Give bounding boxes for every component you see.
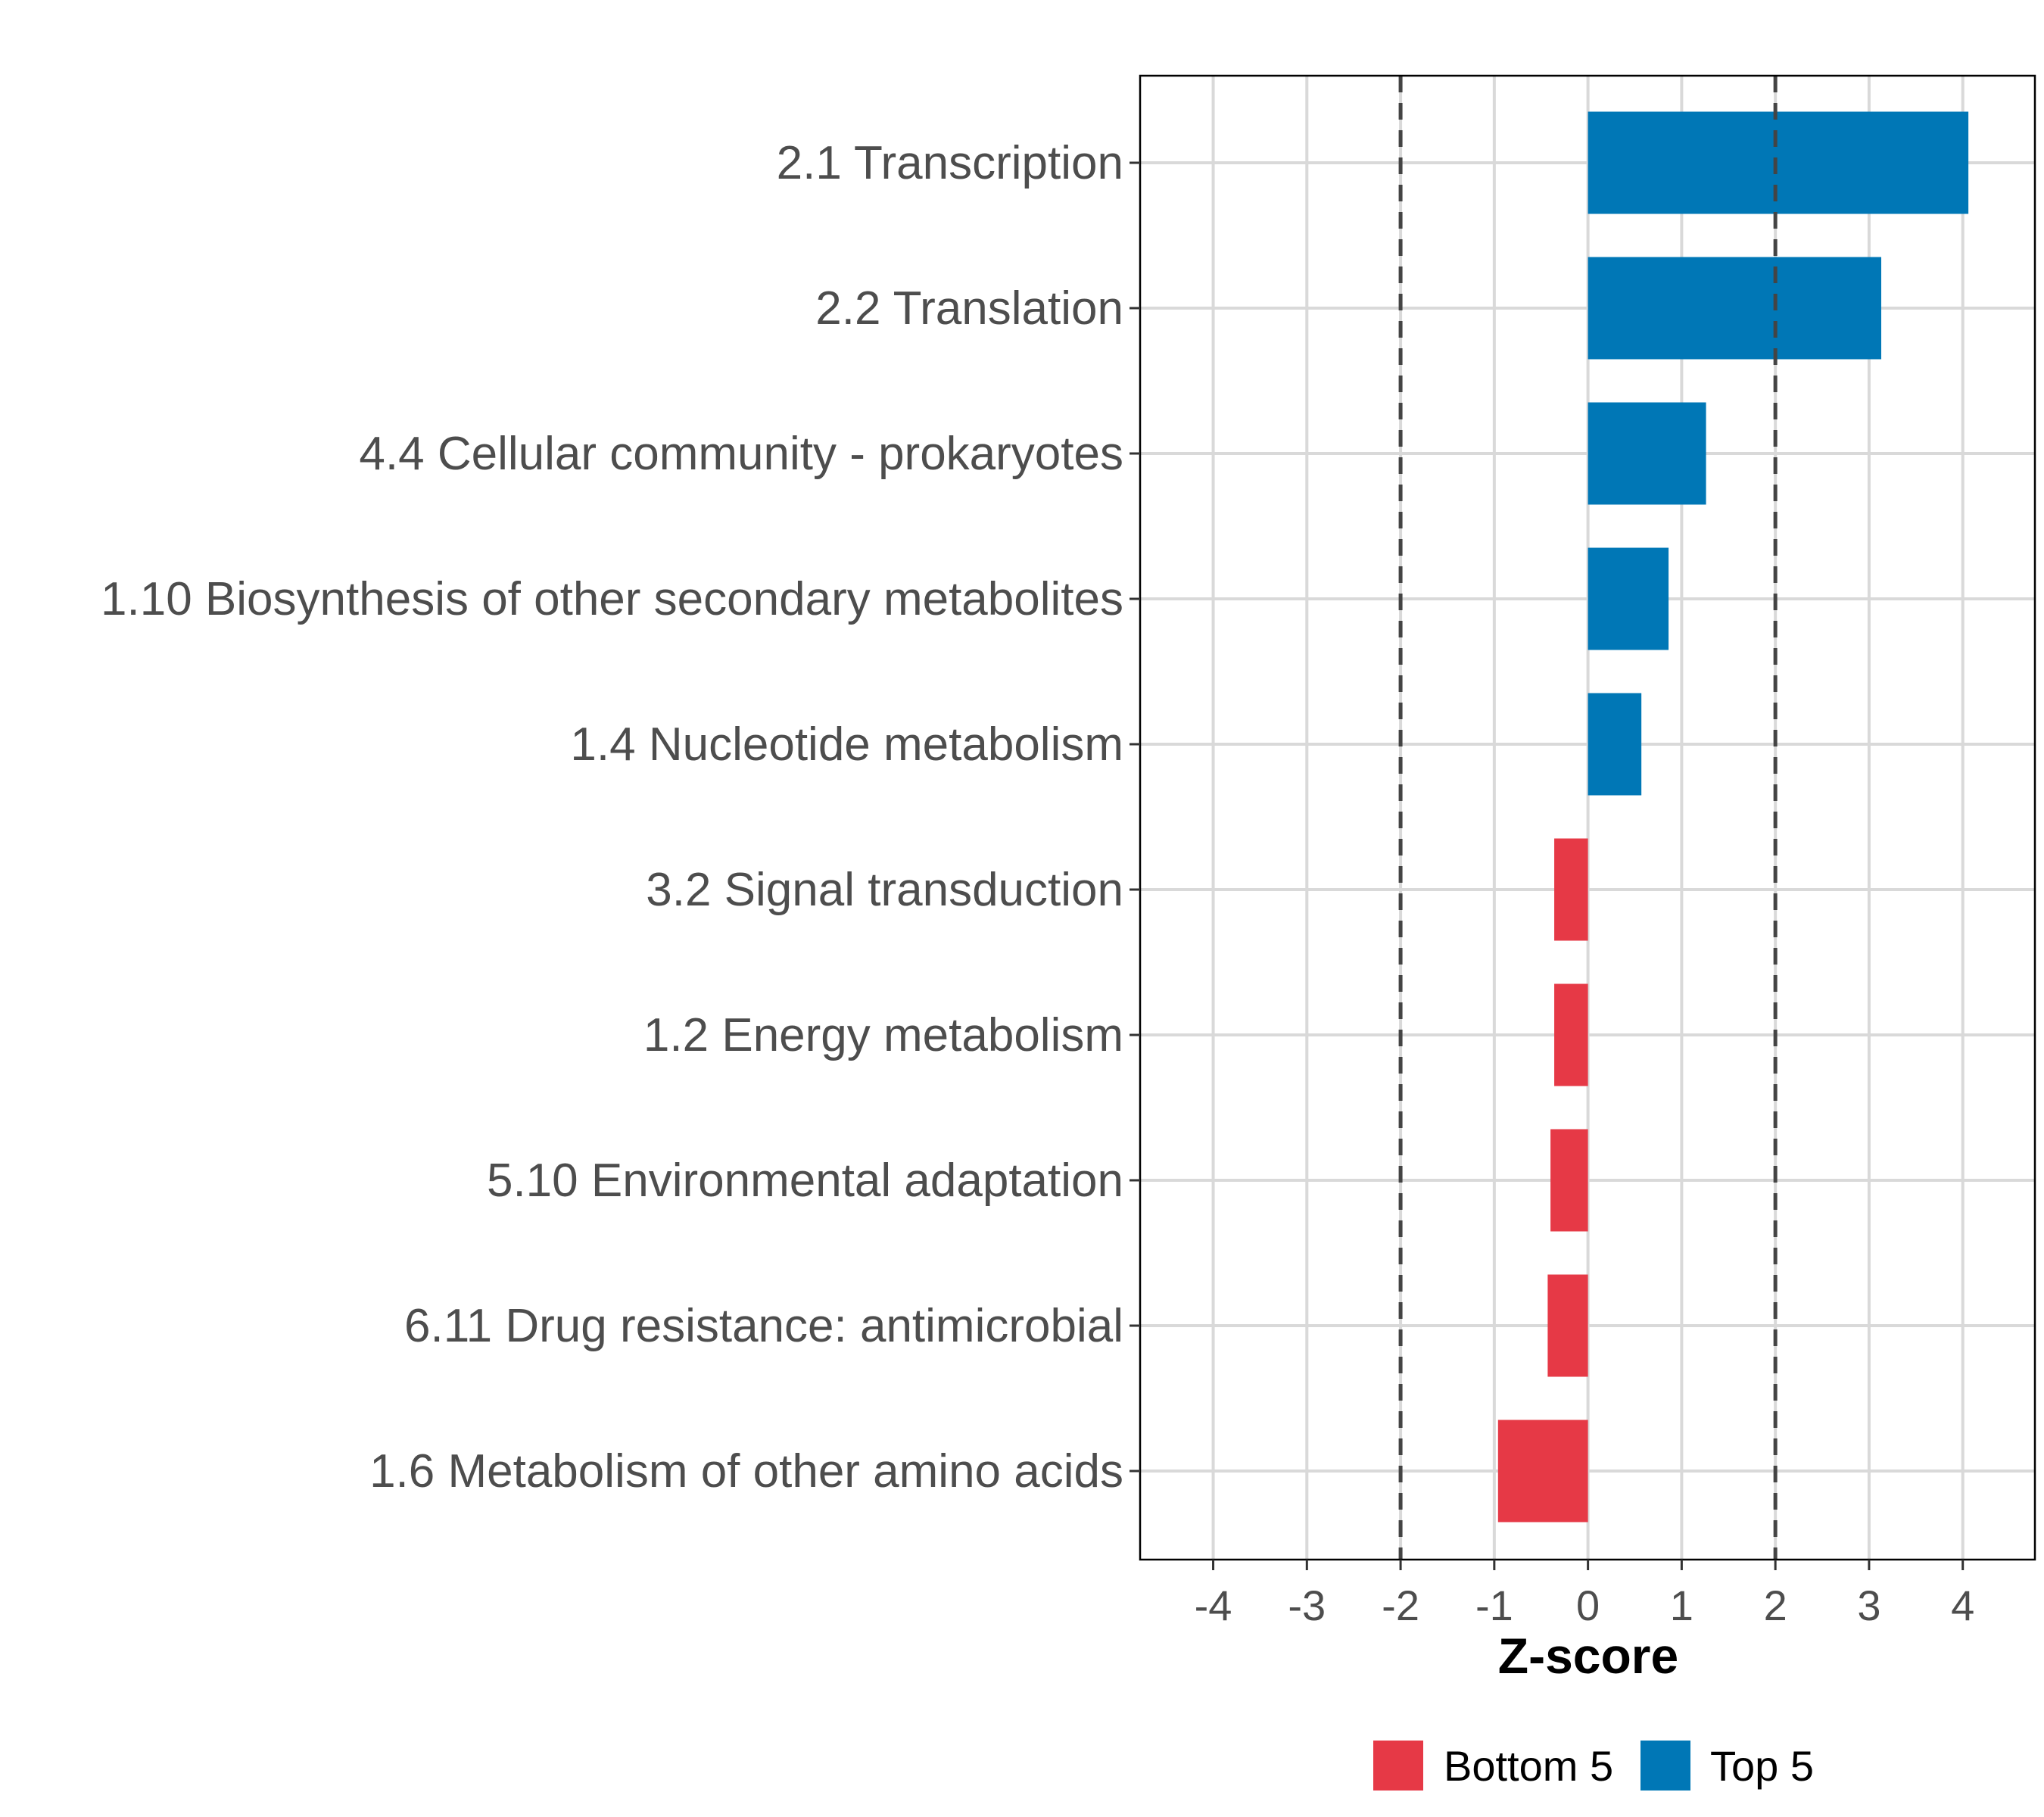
x-tick-label: 3 xyxy=(1857,1582,1880,1629)
y-tick-label: 1.10 Biosynthesis of other secondary met… xyxy=(101,573,1123,625)
reference-lines xyxy=(1398,76,1778,1560)
bar xyxy=(1547,1274,1588,1377)
x-tick-label: 2 xyxy=(1764,1582,1787,1629)
x-tick-label: 4 xyxy=(1951,1582,1974,1629)
y-tick-label: 1.6 Metabolism of other amino acids xyxy=(369,1445,1123,1498)
y-tick-label: 3.2 Signal transduction xyxy=(646,864,1123,916)
legend: Bottom 5 Top 5 xyxy=(1373,1741,1814,1791)
x-tick-label: 0 xyxy=(1576,1582,1600,1629)
legend-label-top5: Top 5 xyxy=(1710,1742,1814,1790)
x-tick-label: -1 xyxy=(1475,1582,1513,1629)
x-tick-label: -2 xyxy=(1382,1582,1419,1629)
legend-key-top5 xyxy=(1640,1741,1690,1791)
y-tick-label: 1.4 Nucleotide metabolism xyxy=(570,718,1123,771)
bar xyxy=(1588,402,1706,505)
y-tick-label: 1.2 Energy metabolism xyxy=(643,1009,1123,1061)
x-axis-ticks: -4 -3 -2 -1 0 1 2 3 4 xyxy=(1195,1560,1974,1629)
bar xyxy=(1554,983,1588,1086)
bar xyxy=(1588,547,1669,650)
legend-key-bottom5 xyxy=(1373,1741,1423,1791)
legend-label-bottom5: Bottom 5 xyxy=(1444,1742,1613,1790)
y-tick-label: 2.1 Transcription xyxy=(777,137,1123,189)
bar xyxy=(1588,693,1642,796)
bar xyxy=(1550,1129,1588,1232)
x-tick-label: -3 xyxy=(1288,1582,1326,1629)
x-tick-label: 1 xyxy=(1670,1582,1693,1629)
y-tick-label: 6.11 Drug resistance: antimicrobial xyxy=(404,1300,1123,1352)
y-tick-label: 4.4 Cellular community - prokaryotes xyxy=(359,428,1123,480)
bar xyxy=(1588,257,1882,360)
y-tick-label: 5.10 Environmental adaptation xyxy=(487,1155,1123,1207)
bar xyxy=(1554,838,1588,941)
y-axis-labels: 2.1 Transcription 2.2 Translation 4.4 Cell… xyxy=(101,137,1140,1498)
bars xyxy=(1497,111,1969,1522)
bar xyxy=(1588,111,1969,214)
bar xyxy=(1497,1420,1588,1522)
y-tick-label: 2.2 Translation xyxy=(815,282,1123,335)
x-tick-label: -4 xyxy=(1195,1582,1232,1629)
x-axis-title: Z-score xyxy=(1498,1628,1678,1684)
